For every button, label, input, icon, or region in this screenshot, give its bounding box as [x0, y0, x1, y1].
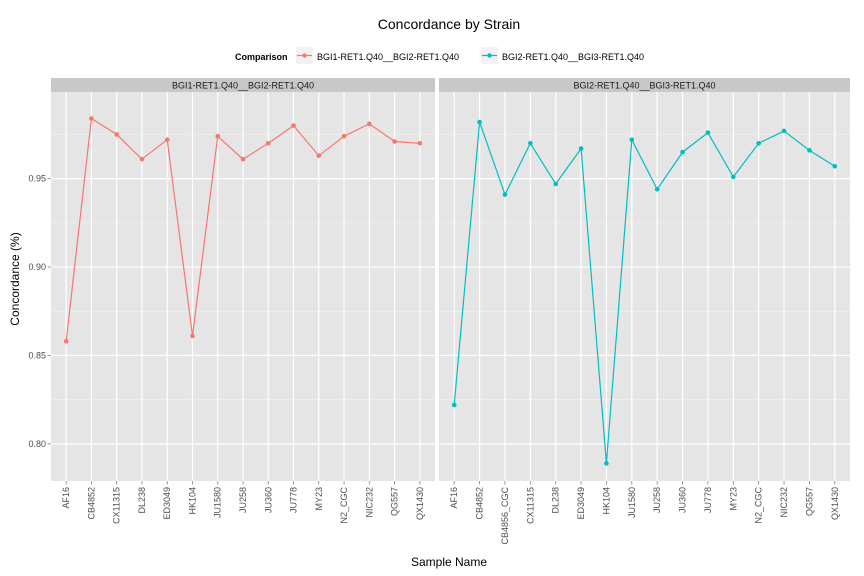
data-point	[164, 137, 170, 143]
data-point	[502, 192, 508, 197]
panel-strip-label: BGI2-RET1.Q40__BGI3-RET1.Q40	[573, 81, 715, 91]
y-tick-label: 0.80	[28, 439, 46, 449]
legend-label-2: BGI2-RET1.Q40__BGI3-RET1.Q40	[502, 52, 644, 62]
x-tick-label: QX1430	[415, 487, 425, 520]
x-tick-label: JU1580	[213, 487, 223, 518]
x-tick-label: QG557	[390, 487, 400, 516]
x-tick-label: HK104	[601, 487, 611, 515]
data-point	[89, 116, 94, 121]
x-tick-label: JU258	[238, 487, 248, 513]
y-axis-label: Concordance (%)	[8, 232, 22, 325]
x-tick-label: CX11315	[112, 487, 122, 524]
data-point	[832, 163, 838, 169]
x-tick-label: DL238	[551, 487, 561, 514]
legend-key-point-1	[302, 53, 307, 58]
data-point	[578, 146, 584, 151]
x-tick-label: JU258	[652, 487, 662, 513]
x-tick-label: ED3049	[162, 487, 172, 520]
data-point	[114, 132, 119, 137]
data-point	[705, 130, 711, 135]
data-point	[730, 174, 736, 180]
data-point	[341, 133, 347, 139]
panel-1: BGI1-RET1.Q40__BGI2-RET1.Q40 AF16 CB4852 CX…	[51, 78, 435, 524]
x-tick-label: CB4852	[86, 487, 96, 520]
x-tick-label: N2_CGC	[339, 487, 349, 524]
x-tick-label: QX1430	[830, 487, 840, 520]
data-point	[604, 461, 609, 466]
y-tick-label: 0.95	[28, 174, 46, 184]
x-tick-label: JU360	[263, 487, 273, 513]
data-point	[190, 333, 195, 339]
panels: BGI1-RET1.Q40__BGI2-RET1.Q40 AF16 CB4852 CX…	[51, 78, 850, 545]
data-point	[63, 339, 69, 344]
panel-2: BGI2-RET1.Q40__BGI3-RET1.Q40 AF16 CB4852 CB…	[439, 78, 850, 545]
legend: Comparison BGI1-RET1.Q40__BGI2-RET1.Q40 …	[235, 47, 644, 64]
x-tick-label: JU778	[703, 487, 713, 513]
x-tick-label: DL238	[137, 487, 147, 514]
data-point	[629, 137, 635, 143]
y-tick-label: 0.85	[28, 350, 46, 360]
x-tick-label: CX11315	[525, 487, 535, 524]
x-tick-label: MY23	[314, 487, 324, 511]
legend-title: Comparison	[235, 52, 288, 62]
data-point	[680, 149, 685, 155]
data-point	[291, 123, 296, 128]
y-tick-label: 0.90	[28, 262, 46, 272]
data-point	[417, 140, 423, 146]
x-tick-label: HK104	[187, 487, 197, 515]
y-tick-labels: 0.80 0.85 0.90 0.95	[28, 174, 51, 449]
x-axis-label: Sample Name	[411, 555, 487, 569]
x-tick-label: AF16	[449, 487, 459, 509]
x-tick-label: NIC232	[779, 487, 789, 518]
data-point	[477, 119, 482, 125]
x-tick-label: N2_CGC	[754, 487, 764, 524]
legend-label-1: BGI1-RET1.Q40__BGI2-RET1.Q40	[317, 52, 459, 62]
x-tick-label: AF16	[61, 487, 71, 509]
data-point	[316, 153, 322, 158]
x-tick-label: NIC232	[364, 487, 374, 518]
chart-title: Concordance by Strain	[378, 16, 520, 32]
data-point	[265, 140, 271, 146]
x-tick-label: JU1580	[627, 487, 637, 518]
panel-strip	[439, 78, 850, 92]
data-point	[392, 139, 397, 144]
data-point	[528, 140, 533, 146]
x-tick-label: CB4856_CGC	[500, 487, 510, 545]
x-tick-label: JU360	[678, 487, 688, 513]
data-point	[215, 133, 221, 139]
x-tick-label: ED3049	[576, 487, 586, 520]
panel-strip	[51, 78, 435, 92]
data-point	[654, 186, 660, 192]
panel-strip-label: BGI1-RET1.Q40__BGI2-RET1.Q40	[172, 81, 314, 91]
x-tick-label: JU778	[289, 487, 299, 513]
panel-background	[439, 92, 850, 481]
x-tick-label: CB4852	[475, 487, 485, 520]
series-line	[453, 121, 836, 464]
data-point	[367, 121, 372, 127]
legend-entry-2: BGI2-RET1.Q40__BGI3-RET1.Q40	[481, 47, 644, 64]
data-point	[553, 181, 559, 187]
data-point	[139, 156, 145, 162]
data-point	[807, 148, 812, 153]
data-point	[240, 156, 246, 162]
data-point	[756, 140, 761, 146]
data-point	[451, 402, 457, 408]
x-tick-label: QG557	[804, 487, 814, 516]
legend-key-point-2	[487, 53, 492, 58]
data-point	[781, 128, 787, 134]
x-tick-label: MY23	[728, 487, 738, 511]
legend-entry-1: BGI1-RET1.Q40__BGI2-RET1.Q40	[296, 47, 459, 64]
